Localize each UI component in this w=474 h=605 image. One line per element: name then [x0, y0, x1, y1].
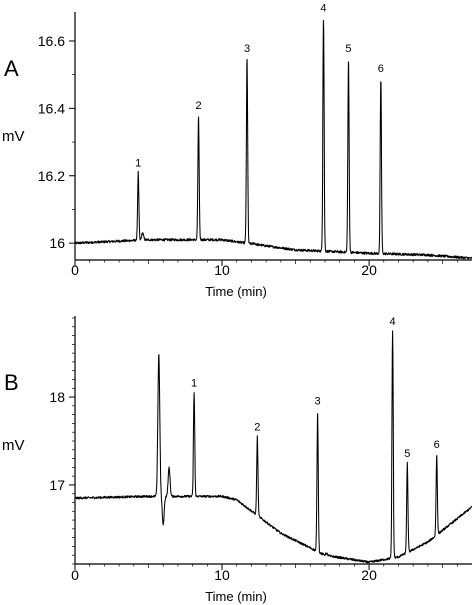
panel-a-peak-label: 3 — [244, 43, 250, 55]
panel-b-y-tick-label: 17 — [49, 477, 65, 493]
panel-b-y-tick-label: 18 — [49, 389, 65, 405]
panel-b: B mV Time (min) 17 18 0 10 20 1 2 3 4 5 6 — [2, 316, 473, 604]
panel-a-x-tick-label: 20 — [361, 262, 377, 278]
panel-b-peak-label: 1 — [191, 378, 197, 390]
panel-b-letter: B — [4, 370, 19, 395]
panel-a-x-tick-label: 0 — [71, 262, 79, 278]
panel-a-y-tick-label: 16.2 — [38, 168, 65, 184]
panel-a-y-tick-label: 16 — [49, 235, 65, 251]
panel-a-y-tick-label: 16.6 — [38, 33, 65, 49]
panel-a: A mV Time (min) 16 16.2 16.4 16.6 0 10 20 1 2 3 4 5… — [2, 2, 473, 299]
panel-a-chromatogram-trace — [74, 19, 473, 260]
panel-a-peak-label: 4 — [320, 2, 326, 14]
panel-b-peak-label: 3 — [315, 395, 321, 407]
panel-a-peak-label: 2 — [195, 100, 201, 112]
panel-b-x-tick-label: 0 — [71, 567, 79, 583]
panel-b-x-tick-label: 10 — [214, 567, 230, 583]
panel-a-letter: A — [4, 56, 19, 81]
panel-a-y-unit: mV — [2, 128, 25, 145]
panel-b-x-axis-title: Time (min) — [205, 589, 267, 604]
panel-b-x-tick-label: 20 — [361, 567, 377, 583]
panel-a-x-tick-label: 10 — [214, 262, 230, 278]
panel-b-peak-label: 5 — [404, 448, 410, 460]
panel-a-x-axis-title: Time (min) — [205, 284, 267, 299]
panel-b-peak-label: 2 — [254, 422, 260, 434]
panel-a-peak-label: 1 — [135, 157, 141, 169]
panel-b-chromatogram-trace — [74, 330, 473, 564]
panel-b-y-unit: mV — [2, 437, 25, 454]
panel-a-peak-label: 6 — [378, 63, 384, 75]
panel-a-peak-label: 5 — [345, 43, 351, 55]
panel-a-y-tick-label: 16.4 — [38, 100, 65, 116]
panel-b-peak-label: 4 — [390, 316, 396, 328]
panel-b-peak-label: 6 — [434, 439, 440, 451]
